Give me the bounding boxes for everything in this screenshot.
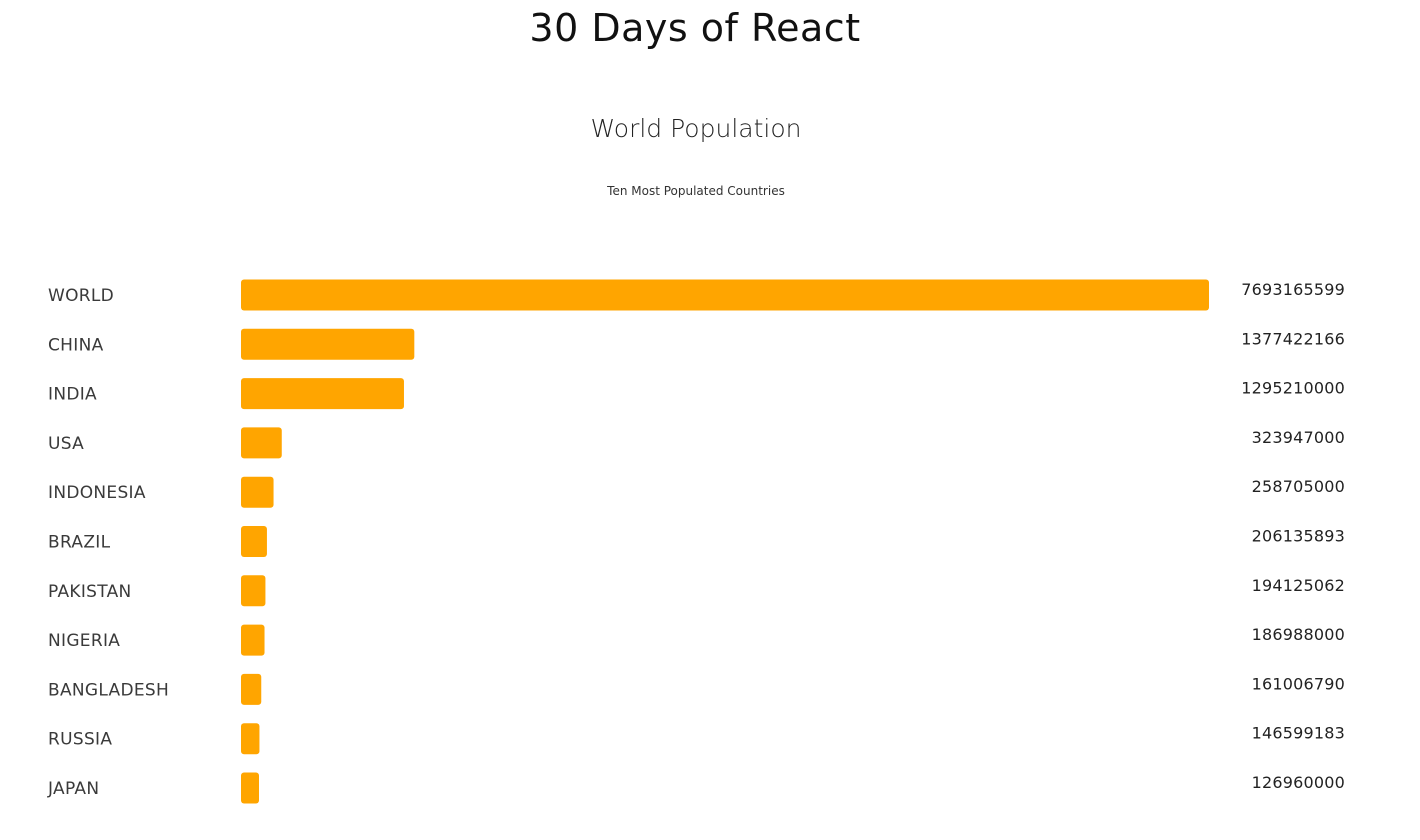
population-bar [241,279,1209,311]
chart-subtitle: Ten Most Populated Countries [607,184,785,198]
value-label: 7693165599 [1241,280,1345,299]
value-label: 126960000 [1252,773,1345,792]
population-bar [241,328,415,360]
category-label: NIGERIA [48,631,120,651]
population-bar [241,378,404,410]
population-bar [241,673,262,705]
population-bar [241,624,265,656]
value-label: 206135893 [1252,527,1345,546]
population-bar [241,526,267,557]
value-label: 146599183 [1252,724,1345,743]
chart-title: World Population [590,114,802,143]
category-label: JAPAN [47,779,99,799]
category-label: CHINA [48,335,104,355]
value-label: 323947000 [1252,428,1345,447]
category-label: PAKISTAN [48,582,132,602]
population-bar [241,723,260,755]
category-label: INDIA [48,385,97,405]
category-label: RUSSIA [48,730,112,750]
value-label: 194125062 [1252,576,1345,595]
population-bar [241,575,266,607]
category-label: WORLD [48,286,114,306]
category-label: INDONESIA [48,483,146,503]
category-label: BRAZIL [48,533,111,553]
population-bar [241,427,282,459]
app-title: 30 Days of React [529,6,861,50]
population-bar [241,476,274,508]
value-label: 1377422166 [1241,329,1345,348]
value-label: 186988000 [1252,625,1345,644]
value-label: 161006790 [1252,674,1345,693]
category-label: USA [48,434,84,454]
category-label: BANGLADESH [48,680,169,700]
value-label: 258705000 [1252,477,1345,496]
population-bar [241,772,259,804]
value-label: 1295210000 [1241,379,1345,398]
